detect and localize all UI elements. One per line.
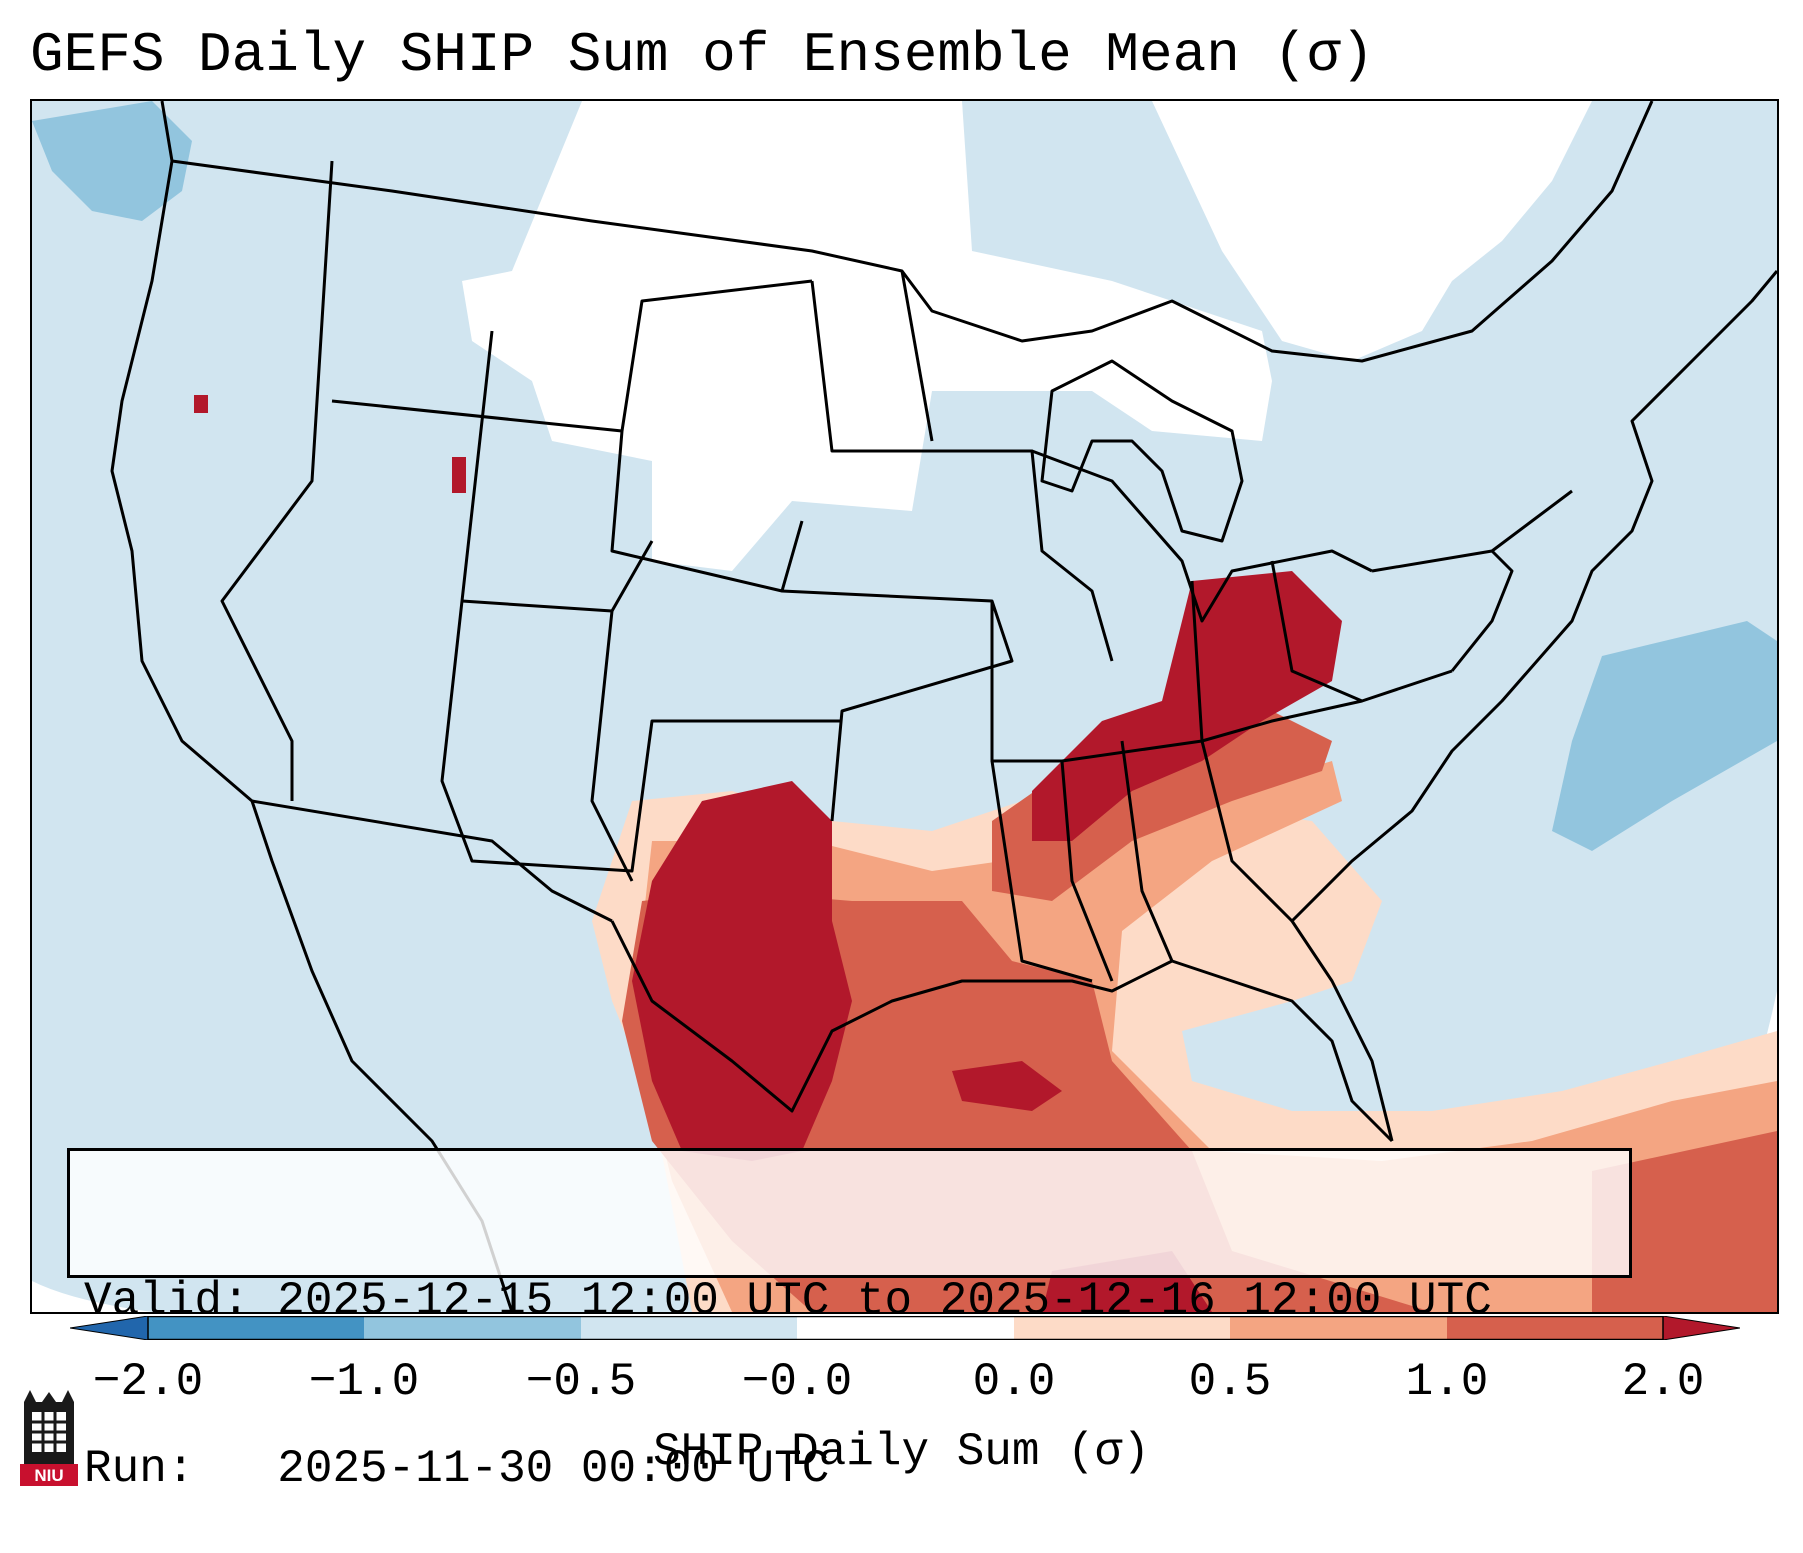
border-state-17 (1371, 489, 1573, 573)
colorbar-bin-1 (148, 1316, 364, 1340)
border-state-7 (781, 589, 1014, 822)
validity-info-box: Valid: 2025-12-15 12:00 UTC to 2025-12-1… (67, 1148, 1632, 1495)
border-state-6 (590, 610, 634, 882)
field-darkred-ohio-valley (1032, 571, 1342, 841)
field-blue-northwest (32, 101, 192, 221)
colorbar-label: SHIP Daily Sum (σ) (653, 1426, 1150, 1478)
run-time-text: Run: 2025-11-30 00:00 UTC (84, 1443, 830, 1495)
colorbar-tick-2: −0.5 (525, 1356, 637, 1408)
colorbar-bin-2 (364, 1316, 581, 1340)
map-canvas (32, 101, 1777, 1312)
niu-logo-icon: NIU (20, 1390, 78, 1486)
map-boundaries (110, 101, 1777, 1312)
colorbar (70, 1316, 1740, 1340)
border-canada (171, 101, 1654, 363)
border-state-9 (1031, 449, 1373, 623)
field-white-north (462, 101, 1272, 571)
border-state-3 (460, 330, 654, 613)
field-darkred-gulf (952, 1061, 1062, 1111)
colorbar-bin-3 (581, 1316, 797, 1340)
colorbar-tick-0: −2.0 (92, 1356, 204, 1408)
field-white-northeast (1152, 101, 1592, 361)
border-state-15 (1190, 580, 1204, 742)
field-darkorange-ohio (992, 711, 1332, 901)
border-state-8 (810, 280, 1114, 662)
logo-text: NIU (34, 1466, 63, 1485)
chart-title: GEFS Daily SHIP Sum of Ensemble Mean (σ) (30, 23, 1375, 87)
field-darkred-texas (632, 781, 852, 1161)
colorbar-tick-7: 2.0 (1621, 1356, 1705, 1408)
projection-corner-bottom-left (32, 1281, 152, 1312)
border-state-16 (1270, 560, 1363, 703)
field-darkred-idaho-pixel (452, 457, 466, 493)
border-mexico (251, 799, 613, 923)
coastline-east (1290, 270, 1777, 1142)
colorbar-tick-5: 0.5 (1188, 1356, 1272, 1408)
border-state-13 (1120, 740, 1174, 962)
border-state-1 (220, 160, 334, 801)
border-state-2 (331, 399, 804, 593)
colorbar-tick-6: 1.0 (1405, 1356, 1489, 1408)
border-state-14 (1200, 740, 1294, 923)
colorbar-bin-8 (1662, 1316, 1740, 1340)
colorbar-tick-4: 0.0 (972, 1356, 1056, 1408)
field-darkred-oregon-pixel (194, 395, 208, 413)
coastline-west (110, 101, 514, 1312)
map-panel (30, 99, 1779, 1314)
border-state-12 (1060, 760, 1114, 982)
colorbar-bin-7 (1447, 1316, 1663, 1340)
field-darkorange-caribbean (1592, 1131, 1777, 1312)
great-lakes-outline (1040, 359, 1244, 543)
colorbar-frame (147, 1316, 1664, 1340)
border-state-18 (1450, 549, 1514, 672)
colorbar-bin-4 (797, 1316, 1014, 1340)
colorbar-bin-0 (70, 1316, 149, 1340)
colorbar-bin-6 (1230, 1316, 1447, 1340)
colorbar-tick-3: −0.0 (741, 1356, 853, 1408)
colorbar-tick-1: −1.0 (308, 1356, 420, 1408)
field-blue-atlantic (1552, 621, 1777, 851)
border-state-4 (620, 279, 813, 432)
coastline-gulf (610, 920, 1394, 1143)
colorbar-bin-5 (1014, 1316, 1230, 1340)
border-state-11 (990, 760, 1093, 983)
border-state-5 (440, 600, 842, 873)
border-state-19 (900, 270, 934, 442)
